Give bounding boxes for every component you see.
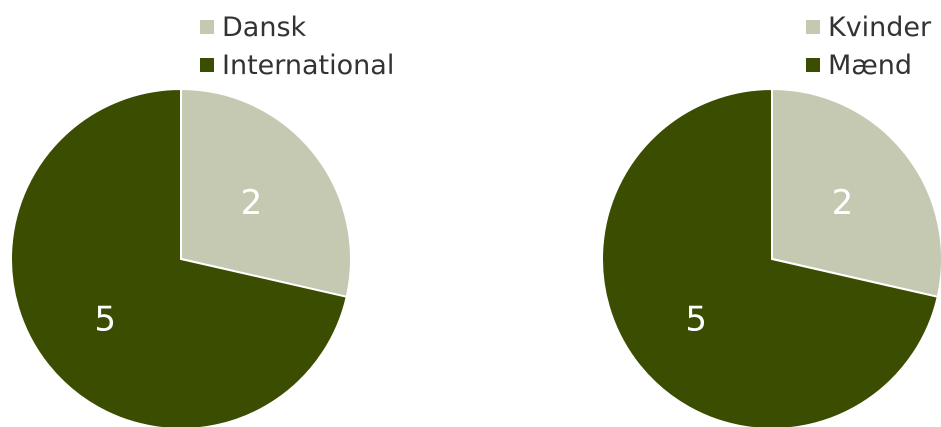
legend-item-international: International [200, 46, 394, 84]
legend-swatch-international [200, 58, 214, 72]
slice-value-label: 5 [94, 299, 116, 339]
pie-chart-svg: 25 [10, 87, 352, 427]
legend-item-dansk: Dansk [200, 8, 394, 46]
chart-legend: Dansk International [200, 8, 394, 84]
legend-item-kvinder: Kvinder [806, 8, 931, 46]
legend-label-international: International [222, 49, 395, 81]
pie-slice-kvinder [771, 87, 941, 299]
slice-value-label: 2 [241, 183, 263, 223]
chart-legend: Kvinder Mænd [806, 8, 931, 84]
legend-swatch-dansk [200, 20, 214, 34]
pie-slice-dansk [180, 87, 352, 299]
legend-item-maend: Mænd [806, 46, 931, 84]
legend-label-dansk: Dansk [222, 11, 307, 43]
legend-label-maend: Mænd [828, 49, 913, 81]
legend-swatch-maend [806, 58, 820, 72]
legend-label-kvinder: Kvinder [828, 11, 932, 43]
slice-value-label: 2 [832, 183, 854, 223]
slice-value-label: 5 [685, 299, 707, 339]
pie-slice-international [10, 87, 348, 427]
legend-swatch-kvinder [806, 20, 820, 34]
pie-chart-svg: 25 [601, 87, 941, 427]
pie-slice-mænd [601, 87, 939, 427]
